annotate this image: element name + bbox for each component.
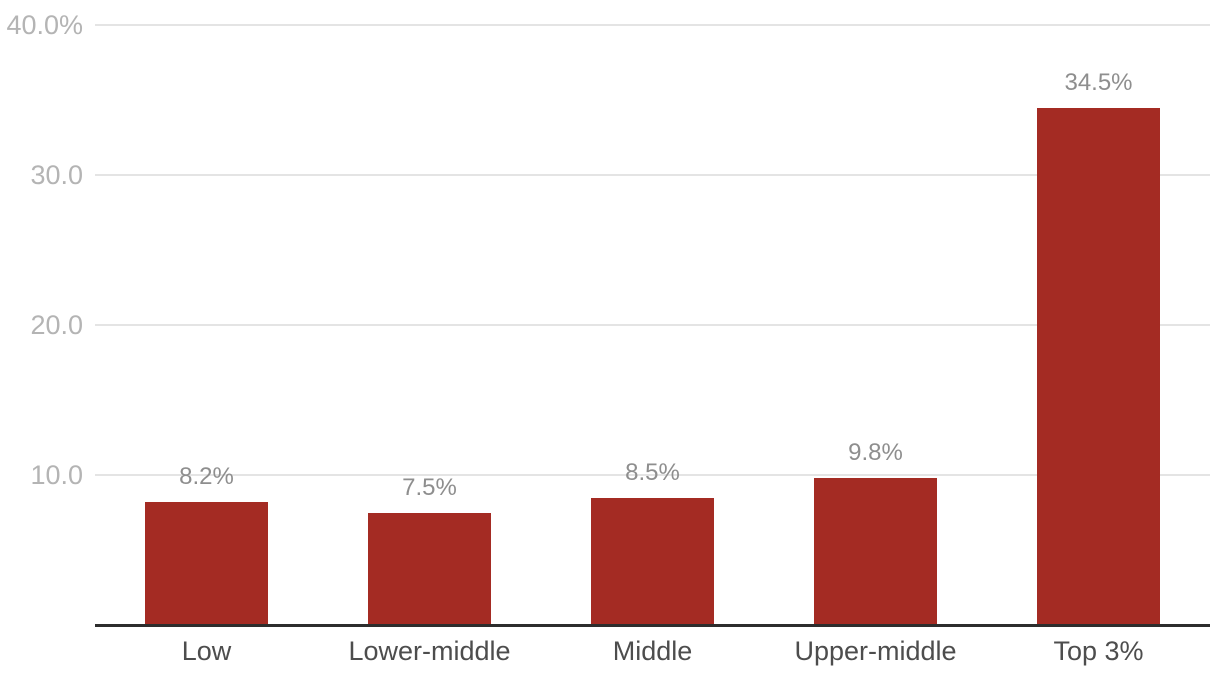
bar-middle[interactable] [591, 497, 714, 625]
bar-upper-middle[interactable] [814, 478, 937, 625]
y-axis-tick-label: 30.0 [30, 160, 83, 190]
bar-lower-middle[interactable] [368, 512, 491, 625]
y-axis-tick-label: 40.0% [6, 10, 83, 40]
gridline [95, 174, 1210, 176]
bar-low[interactable] [145, 502, 268, 625]
bar-top-3-[interactable] [1037, 107, 1160, 625]
y-axis-tick-label: 10.0 [30, 460, 83, 490]
bar-value-label: 9.8% [848, 439, 903, 466]
x-axis-category-label: Low [181, 636, 232, 666]
x-axis-line [95, 624, 1210, 627]
y-axis-tick-label: 20.0 [30, 310, 83, 340]
bar-value-label: 7.5% [402, 473, 457, 501]
x-axis-category-label: Upper-middle [794, 636, 957, 666]
x-axis-category-label: Top 3% [1053, 636, 1144, 666]
gridline [95, 324, 1210, 326]
x-axis-category-label: Middle [612, 636, 693, 666]
gridline [95, 24, 1210, 26]
bar-value-label: 8.2% [179, 463, 234, 490]
gridline [95, 474, 1210, 476]
x-axis-category-label: Lower-middle [348, 636, 511, 666]
bar-value-label: 8.5% [625, 458, 680, 486]
bar-value-label: 34.5% [1064, 68, 1133, 96]
